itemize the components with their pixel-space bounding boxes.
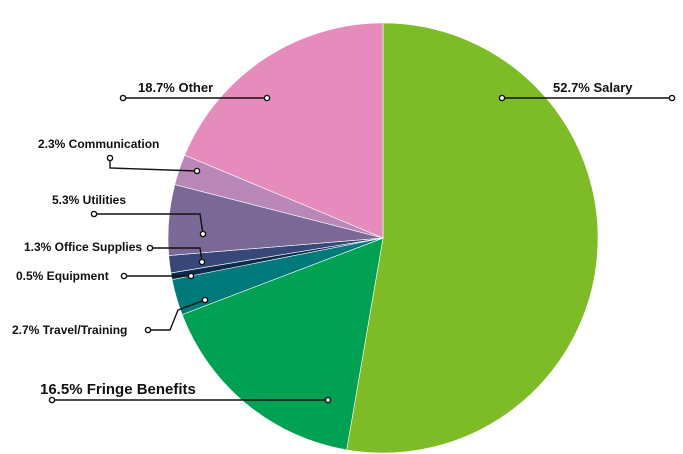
leader-dot [119,94,127,102]
leader-dot [498,94,506,102]
leader-dot [106,154,114,162]
pie-slice-salary [346,22,599,454]
leader-lines [48,94,676,404]
leader-dot [198,258,206,266]
leader-line [150,247,203,263]
slice-label-salary: 52.7% Salary [553,80,633,95]
pie-slice-fringe-benefits [181,237,384,451]
pie-slices [167,22,599,454]
leader-dot [48,396,56,404]
leader-dot [187,272,195,280]
slice-label-fringe-benefits: 16.5% Fringe Benefits [40,381,196,398]
slice-labels: 52.7% Salary 16.5% Fringe Benefits 2.7% Tr… [12,80,633,398]
slice-label-equipment: 0.5% Equipment [16,269,109,283]
leader-dot [668,94,676,102]
pie-slice-other [184,22,384,239]
leader-dot [201,296,209,304]
slice-label-office-supplies: 1.3% Office Supplies [24,240,142,254]
leader-dot [90,210,98,218]
slice-label-travel-training: 2.7% Travel/Training [12,323,127,337]
leader-dot [144,326,152,334]
leader-line [148,299,206,331]
slice-label-communication: 2.3% Communication [38,137,159,151]
leader-dot [263,94,271,102]
leader-dot [146,244,154,252]
leader-dot [199,230,207,238]
leader-dot [193,167,201,175]
leader-line [109,158,198,172]
leader-line [94,213,204,235]
leader-dot [324,396,332,404]
leader-dot [120,272,128,280]
slice-label-utilities: 5.3% Utilities [52,193,126,207]
slice-label-other: 18.7% Other [138,80,213,95]
